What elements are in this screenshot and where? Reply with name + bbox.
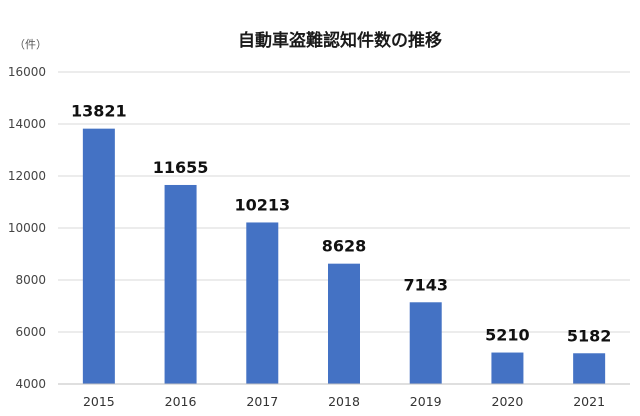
y-tick-label: 10000 [8, 221, 46, 235]
x-tick-label: 2015 [83, 394, 115, 409]
x-tick-label: 2018 [328, 394, 360, 409]
bar-2018 [328, 263, 360, 384]
x-axis-ticks: 2015 2016 2017 2018 2019 2020 2021 [83, 394, 605, 409]
data-label: 13821 [71, 102, 127, 121]
bar-2021 [573, 353, 606, 384]
data-label: 10213 [234, 195, 290, 214]
y-tick-label: 4000 [15, 377, 46, 391]
x-tick-label: 2016 [165, 394, 197, 409]
x-tick-label: 2019 [410, 394, 442, 409]
data-label: 7143 [403, 275, 448, 294]
bars [82, 128, 606, 384]
bar-2020 [491, 352, 524, 384]
y-tick-label: 6000 [15, 325, 46, 339]
y-tick-label: 16000 [8, 65, 46, 79]
bar-2016 [164, 184, 197, 384]
bar-2019 [409, 302, 442, 384]
data-labels: 13821 11655 10213 8628 7143 5210 5182 [71, 102, 611, 346]
gridlines [58, 71, 630, 333]
x-tick-label: 2017 [246, 394, 278, 409]
data-label: 11655 [153, 158, 209, 177]
x-tick-label: 2020 [492, 394, 524, 409]
bar-2015 [82, 128, 115, 384]
y-axis-ticks: 4000 6000 8000 10000 12000 14000 16000 [8, 65, 46, 391]
y-tick-label: 14000 [8, 117, 46, 131]
data-label: 8628 [322, 237, 367, 256]
bar-2017 [246, 222, 279, 384]
data-label: 5182 [567, 326, 612, 345]
chart-title: 自動車盗難認知件数の推移 [238, 30, 442, 51]
y-tick-label: 8000 [15, 273, 46, 287]
data-label: 5210 [485, 326, 530, 345]
y-axis-unit-label: （件） [14, 38, 47, 51]
x-tick-label: 2021 [573, 394, 605, 409]
y-tick-label: 12000 [8, 169, 46, 183]
